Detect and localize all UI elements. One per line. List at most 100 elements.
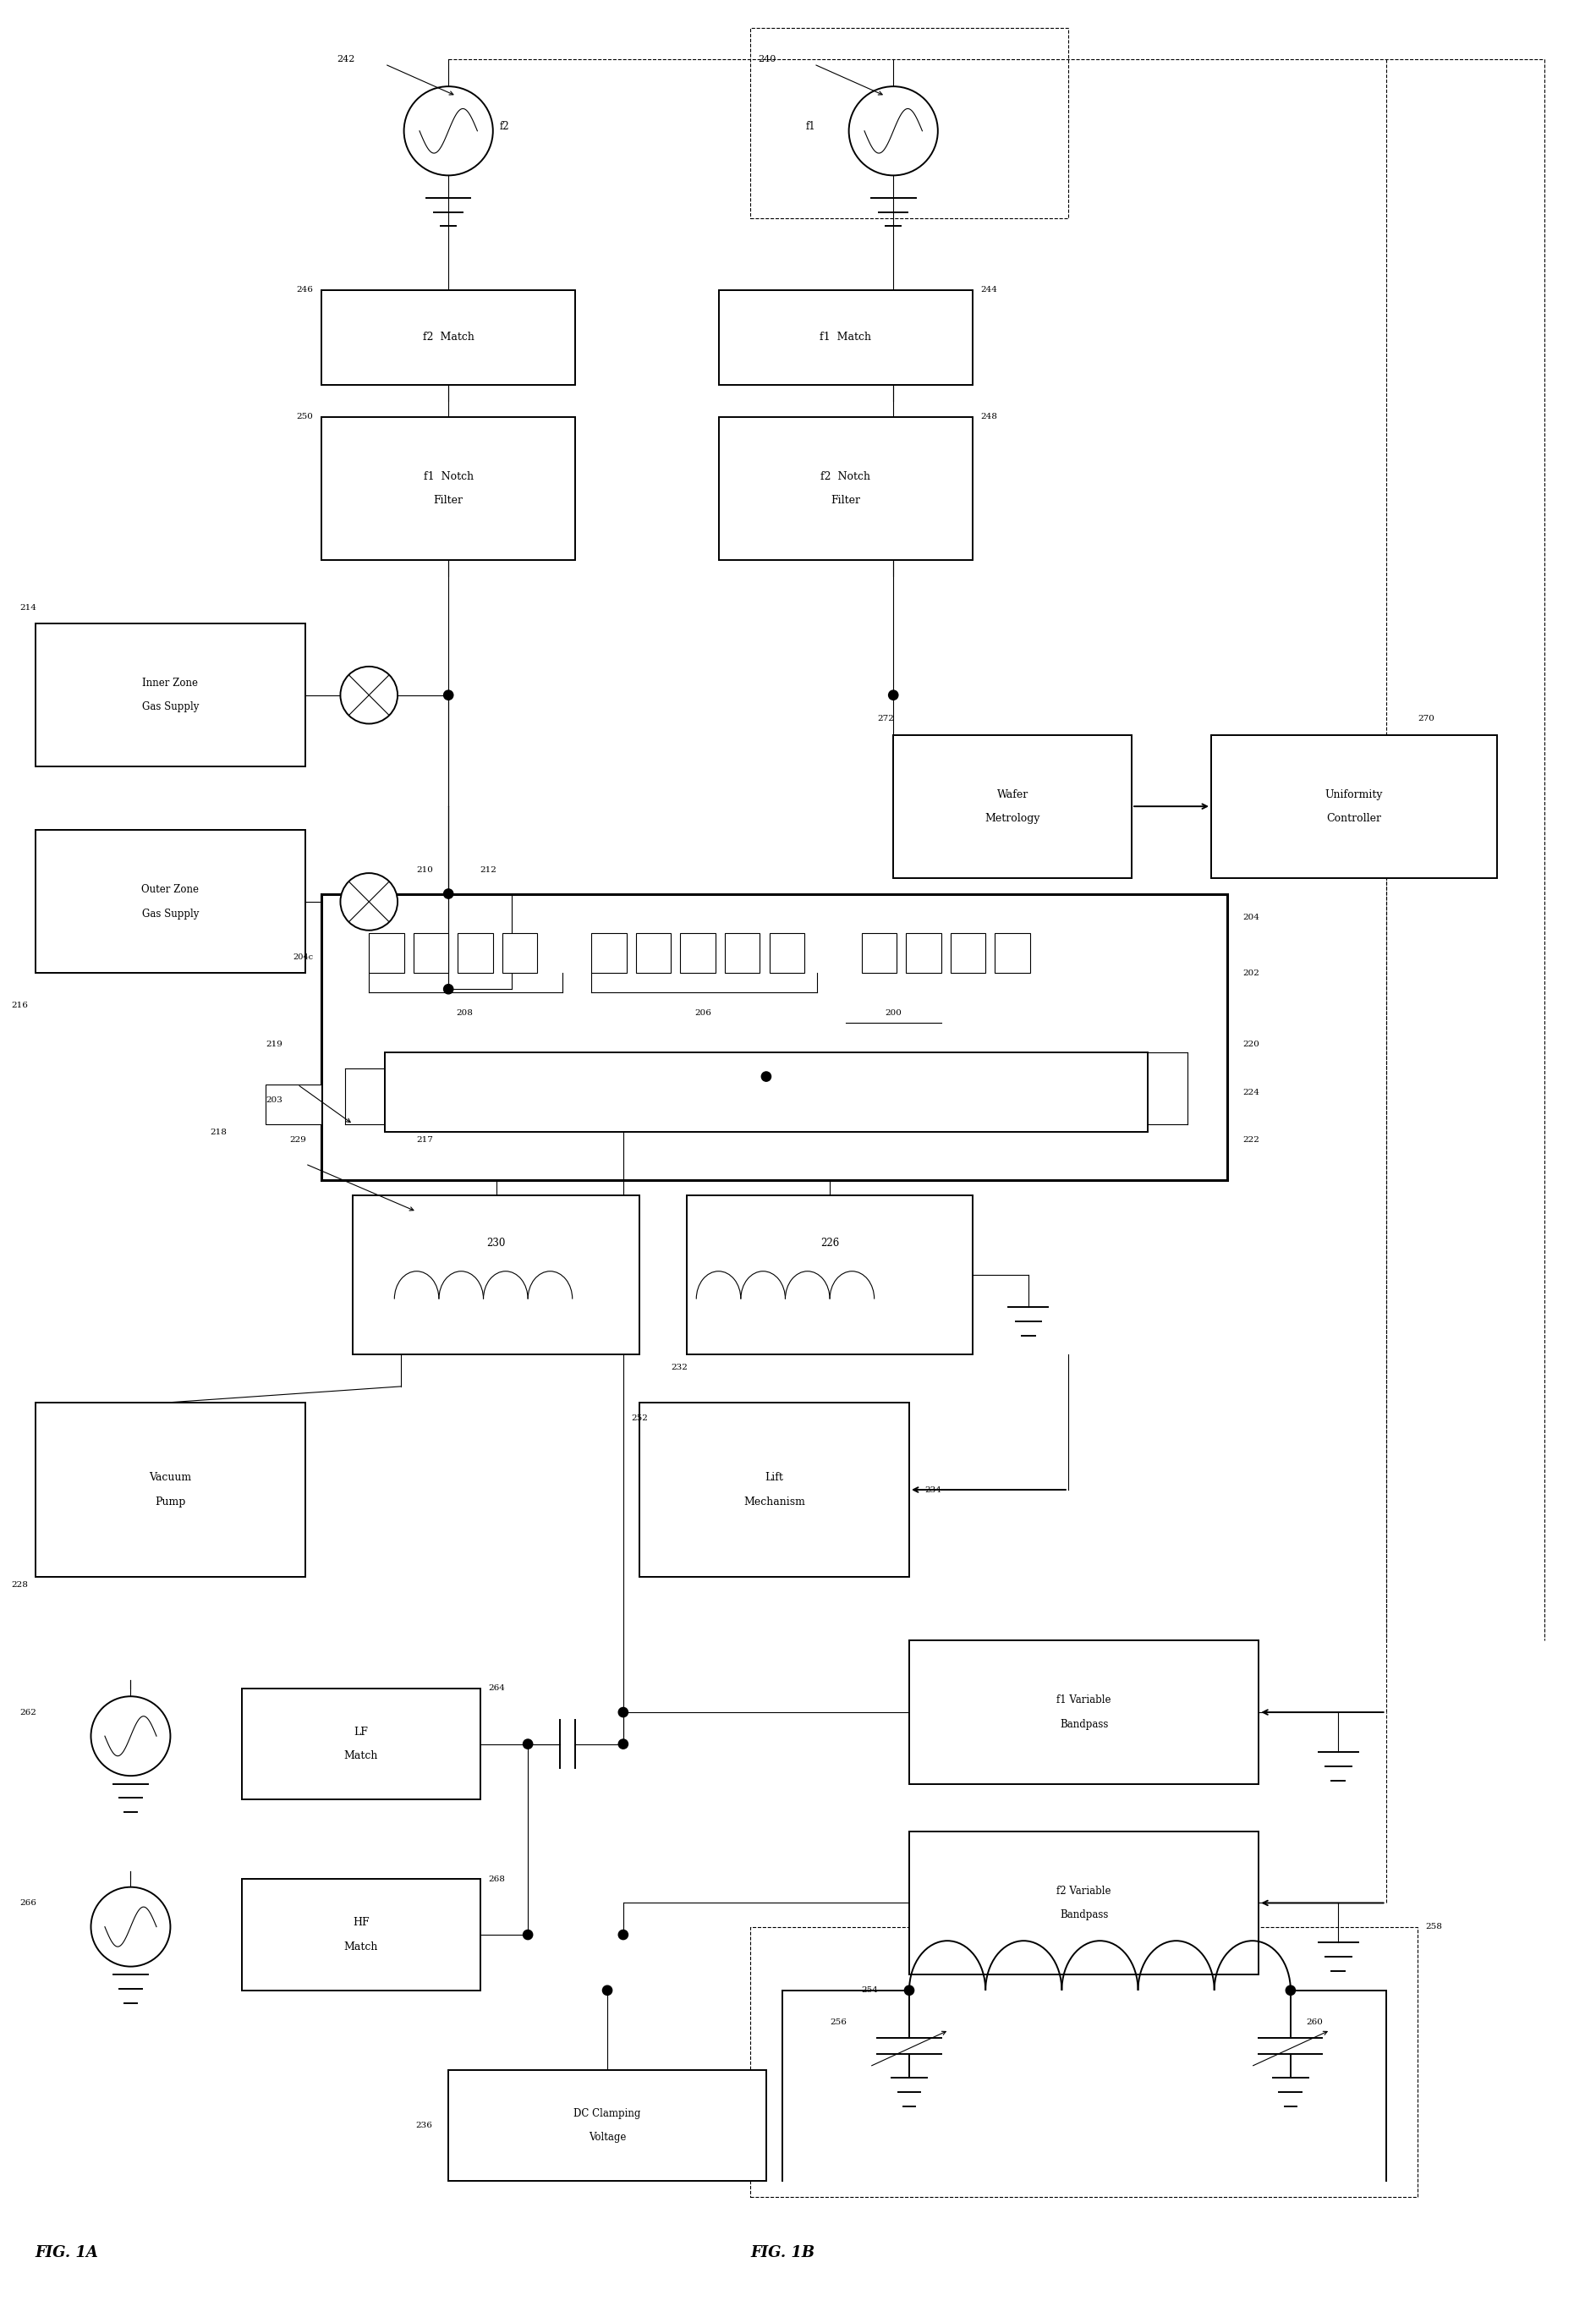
- Text: 264: 264: [488, 1685, 504, 1692]
- Bar: [725, 934, 760, 973]
- Text: 256: 256: [830, 2018, 846, 2025]
- Bar: [994, 934, 1029, 973]
- Bar: [243, 1880, 480, 1991]
- Text: 246: 246: [297, 287, 313, 294]
- Bar: [638, 1403, 910, 1577]
- Text: f2 Variable: f2 Variable: [1057, 1887, 1111, 1896]
- Text: 203: 203: [265, 1096, 282, 1105]
- Text: 219: 219: [265, 1040, 282, 1050]
- Circle shape: [523, 1739, 533, 1748]
- Text: 208: 208: [456, 1008, 472, 1017]
- Text: Lift: Lift: [764, 1473, 784, 1484]
- Text: Inner Zone: Inner Zone: [142, 677, 198, 689]
- Text: f2  Notch: f2 Notch: [820, 472, 871, 483]
- Text: 218: 218: [211, 1128, 227, 1135]
- Text: 220: 220: [1243, 1040, 1259, 1050]
- Text: FIG. 1A: FIG. 1A: [35, 2245, 99, 2261]
- Text: 204c: 204c: [294, 953, 313, 962]
- Text: Filter: Filter: [832, 495, 860, 506]
- Circle shape: [340, 666, 397, 724]
- Text: 206: 206: [694, 1008, 712, 1017]
- Text: 232: 232: [670, 1364, 688, 1371]
- Text: 250: 250: [297, 414, 313, 421]
- Text: 222: 222: [1243, 1135, 1259, 1144]
- Text: Gas Supply: Gas Supply: [142, 909, 200, 920]
- Text: Voltage: Voltage: [589, 2132, 626, 2143]
- Text: 234: 234: [926, 1487, 942, 1494]
- Text: 236: 236: [415, 2122, 433, 2129]
- Text: 240: 240: [758, 55, 776, 65]
- Circle shape: [91, 1887, 171, 1968]
- Bar: [907, 934, 942, 973]
- Text: f1  Notch: f1 Notch: [423, 472, 474, 483]
- Text: f1 Variable: f1 Variable: [1057, 1695, 1111, 1706]
- Circle shape: [603, 1986, 613, 1995]
- Text: DC Clamping: DC Clamping: [573, 2109, 642, 2120]
- Text: 272: 272: [878, 714, 894, 724]
- Bar: [321, 289, 576, 386]
- Text: 266: 266: [19, 1898, 37, 1907]
- Bar: [718, 416, 974, 560]
- Circle shape: [618, 1739, 627, 1748]
- Bar: [750, 1926, 1417, 2196]
- Bar: [265, 1084, 321, 1124]
- Bar: [862, 934, 897, 973]
- Text: 252: 252: [630, 1415, 648, 1422]
- Bar: [35, 830, 305, 973]
- Text: 216: 216: [11, 1001, 29, 1008]
- Text: 210: 210: [417, 867, 434, 874]
- Text: 214: 214: [19, 603, 37, 610]
- Text: Gas Supply: Gas Supply: [142, 701, 200, 712]
- Text: 244: 244: [980, 287, 998, 294]
- Circle shape: [889, 691, 899, 701]
- Text: LF: LF: [354, 1727, 369, 1739]
- Text: Filter: Filter: [434, 495, 463, 506]
- Text: f1: f1: [806, 120, 816, 132]
- Text: FIG. 1B: FIG. 1B: [750, 2245, 814, 2261]
- Text: 248: 248: [980, 414, 998, 421]
- Text: Pump: Pump: [155, 1496, 185, 1507]
- Text: 202: 202: [1243, 969, 1259, 978]
- Text: Metrology: Metrology: [985, 814, 1041, 823]
- Bar: [35, 1403, 305, 1577]
- Text: Match: Match: [345, 1750, 378, 1762]
- Text: 230: 230: [487, 1237, 506, 1248]
- Circle shape: [1286, 1986, 1296, 1995]
- Text: 204: 204: [1243, 913, 1259, 922]
- Circle shape: [404, 86, 493, 176]
- Circle shape: [340, 874, 397, 929]
- Text: 258: 258: [1425, 1924, 1443, 1931]
- Text: 228: 228: [11, 1581, 29, 1588]
- Text: Outer Zone: Outer Zone: [142, 883, 200, 895]
- Text: 254: 254: [862, 1986, 878, 1995]
- Circle shape: [444, 890, 453, 899]
- Bar: [321, 895, 1227, 1179]
- Bar: [503, 934, 538, 973]
- Text: Wafer: Wafer: [998, 788, 1028, 800]
- Circle shape: [849, 86, 938, 176]
- Bar: [894, 735, 1132, 879]
- Circle shape: [444, 691, 453, 701]
- Bar: [718, 289, 974, 386]
- Bar: [448, 2069, 766, 2180]
- Bar: [769, 934, 804, 973]
- Text: 200: 200: [884, 1008, 902, 1017]
- Circle shape: [523, 1931, 533, 1940]
- Circle shape: [761, 1073, 771, 1082]
- Bar: [635, 934, 670, 973]
- Text: 217: 217: [417, 1135, 434, 1144]
- Text: Vacuum: Vacuum: [148, 1473, 192, 1484]
- Circle shape: [905, 1986, 915, 1995]
- Bar: [750, 28, 1068, 217]
- Bar: [680, 934, 715, 973]
- Bar: [385, 1052, 1148, 1133]
- Text: Bandpass: Bandpass: [1060, 1718, 1108, 1729]
- Circle shape: [444, 985, 453, 994]
- Bar: [458, 934, 493, 973]
- Text: 226: 226: [820, 1237, 839, 1248]
- Bar: [686, 1195, 974, 1355]
- Text: Uniformity: Uniformity: [1325, 788, 1384, 800]
- Circle shape: [618, 1709, 627, 1718]
- Bar: [951, 934, 985, 973]
- Text: 262: 262: [19, 1709, 37, 1716]
